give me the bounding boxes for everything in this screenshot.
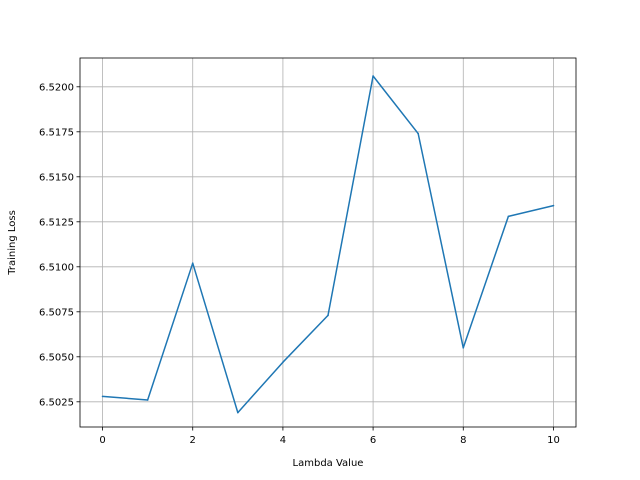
x-tick-label: 2: [190, 435, 196, 446]
x-tick-label: 10: [547, 435, 560, 446]
data-point: [552, 204, 555, 207]
series-line: [102, 75, 554, 414]
x-tick-label: 6: [370, 435, 376, 446]
y-tick-label: 6.5125: [39, 217, 74, 228]
y-axis-label: Training Loss: [7, 210, 18, 276]
data-point: [327, 314, 329, 317]
series-layer: [101, 75, 555, 414]
y-tick-label: 6.5075: [39, 307, 74, 318]
y-tick-label: 6.5100: [39, 262, 74, 273]
grid: [80, 58, 576, 427]
data-point: [237, 411, 239, 414]
y-tick-label: 6.5150: [39, 172, 74, 183]
data-point: [507, 215, 510, 218]
data-point: [417, 132, 419, 135]
x-tick-label: 4: [280, 435, 286, 446]
data-point: [191, 262, 194, 265]
x-tick-label: 0: [99, 435, 105, 446]
data-point: [101, 395, 104, 398]
ticks: 0 2 4 6 8 10 6.5025 6.5050 6.5075 6.5100 6.5125 6.5…: [39, 82, 560, 446]
plot-frame: [79, 57, 577, 428]
data-point: [146, 399, 149, 401]
x-tick-label: 8: [460, 435, 466, 446]
y-tick-label: 6.5200: [39, 82, 74, 93]
y-tick-label: 6.5050: [39, 352, 74, 363]
data-point: [372, 75, 374, 77]
x-axis-label: Lambda Value: [293, 458, 364, 469]
y-tick-label: 6.5175: [39, 127, 74, 138]
y-tick-label: 6.5025: [39, 397, 74, 408]
data-point: [282, 361, 284, 364]
data-point: [462, 347, 465, 349]
